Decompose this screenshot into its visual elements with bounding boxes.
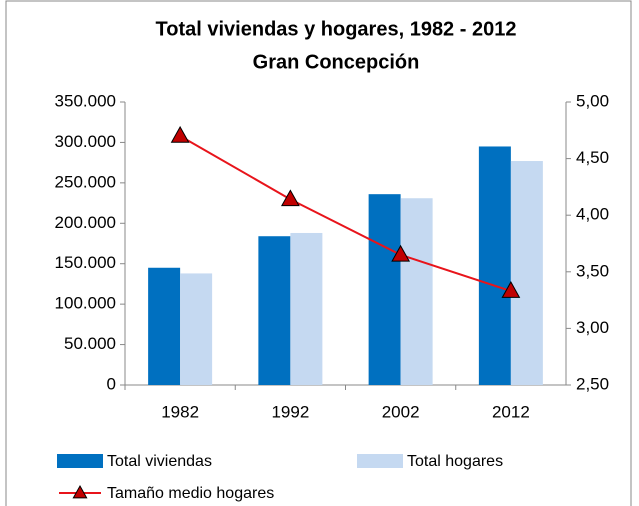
- y-tick-label: 50.000: [64, 334, 116, 353]
- legend-label: Total viviendas: [107, 453, 212, 470]
- legend-swatch: [57, 454, 103, 468]
- legend-marker: [72, 484, 88, 499]
- bar: [180, 273, 213, 385]
- y2-tick-label: 4,00: [576, 205, 609, 224]
- line-marker: [391, 244, 411, 262]
- chart-subtitle: Gran Concepción: [253, 51, 420, 73]
- legend-label: Tamaño medio hogares: [107, 485, 274, 502]
- y-tick-label: 250.000: [55, 172, 116, 191]
- chart-title: Total viviendas y hogares, 1982 - 2012: [156, 18, 517, 40]
- legend-label: Total hogares: [407, 453, 503, 470]
- x-tick-label: 2002: [382, 402, 420, 421]
- bar: [148, 267, 181, 385]
- x-tick-label: 2012: [492, 402, 530, 421]
- y2-tick-label: 3,00: [576, 318, 609, 337]
- line-marker: [501, 281, 521, 298]
- y2-tick-label: 4,50: [576, 148, 609, 167]
- bar: [258, 236, 291, 385]
- legend: Total viviendas Total hogares Tamaño medio…: [57, 453, 503, 502]
- y-tick-label: 100.000: [55, 294, 116, 313]
- y2-tick-label: 5,00: [576, 91, 609, 110]
- line: [179, 135, 512, 292]
- y-tick-label: 200.000: [55, 213, 116, 232]
- line-marker: [280, 189, 300, 207]
- bar: [368, 194, 401, 385]
- y-tick-label: 300.000: [55, 132, 116, 151]
- bar: [478, 146, 511, 385]
- bar: [510, 161, 543, 385]
- y-tick-label: 350.000: [55, 91, 116, 110]
- bar: [290, 232, 323, 385]
- y-tick-label: 0: [107, 374, 116, 393]
- y2-tick-label: 2,50: [576, 374, 609, 393]
- line-marker: [170, 125, 190, 143]
- y2-tick-label: 3,50: [576, 261, 609, 280]
- bar: [400, 198, 433, 385]
- legend-swatch: [357, 454, 403, 468]
- x-tick-label: 1982: [161, 402, 199, 421]
- x-tick-label: 1992: [271, 402, 309, 421]
- y-tick-label: 150.000: [55, 253, 116, 272]
